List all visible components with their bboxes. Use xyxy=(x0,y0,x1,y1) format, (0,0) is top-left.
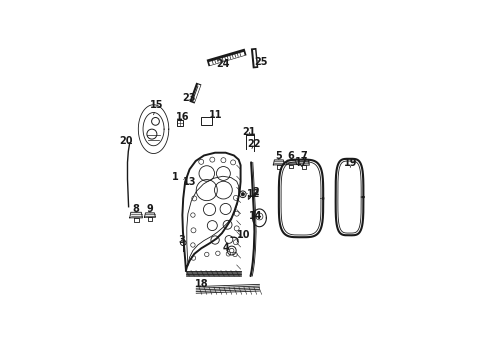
Text: 16: 16 xyxy=(176,112,190,122)
Text: 11: 11 xyxy=(209,110,222,120)
Text: 10: 10 xyxy=(237,230,250,240)
Text: 17: 17 xyxy=(295,157,308,167)
Text: 20: 20 xyxy=(119,136,133,146)
Polygon shape xyxy=(286,160,296,165)
Text: 22: 22 xyxy=(247,139,261,149)
Polygon shape xyxy=(130,212,143,218)
Text: 6: 6 xyxy=(288,151,294,161)
Text: 8: 8 xyxy=(133,204,140,214)
Text: 7: 7 xyxy=(300,151,307,161)
Text: 3: 3 xyxy=(178,235,185,245)
Circle shape xyxy=(241,193,245,196)
Text: 18: 18 xyxy=(195,279,209,289)
Text: 2: 2 xyxy=(247,186,260,197)
Text: 9: 9 xyxy=(147,204,153,214)
Text: 19: 19 xyxy=(343,158,357,168)
Polygon shape xyxy=(145,213,155,217)
Polygon shape xyxy=(273,160,284,165)
Text: 23: 23 xyxy=(182,93,196,103)
Text: 14: 14 xyxy=(249,211,263,221)
Polygon shape xyxy=(298,159,309,165)
Text: 25: 25 xyxy=(254,57,268,67)
Text: 15: 15 xyxy=(150,100,164,115)
Text: 1: 1 xyxy=(172,172,184,182)
Text: 13: 13 xyxy=(183,177,196,187)
Text: 24: 24 xyxy=(217,59,230,69)
Text: 21: 21 xyxy=(243,127,256,138)
Text: 12: 12 xyxy=(247,189,261,199)
Text: 5: 5 xyxy=(275,151,282,161)
Text: 4: 4 xyxy=(222,243,229,253)
